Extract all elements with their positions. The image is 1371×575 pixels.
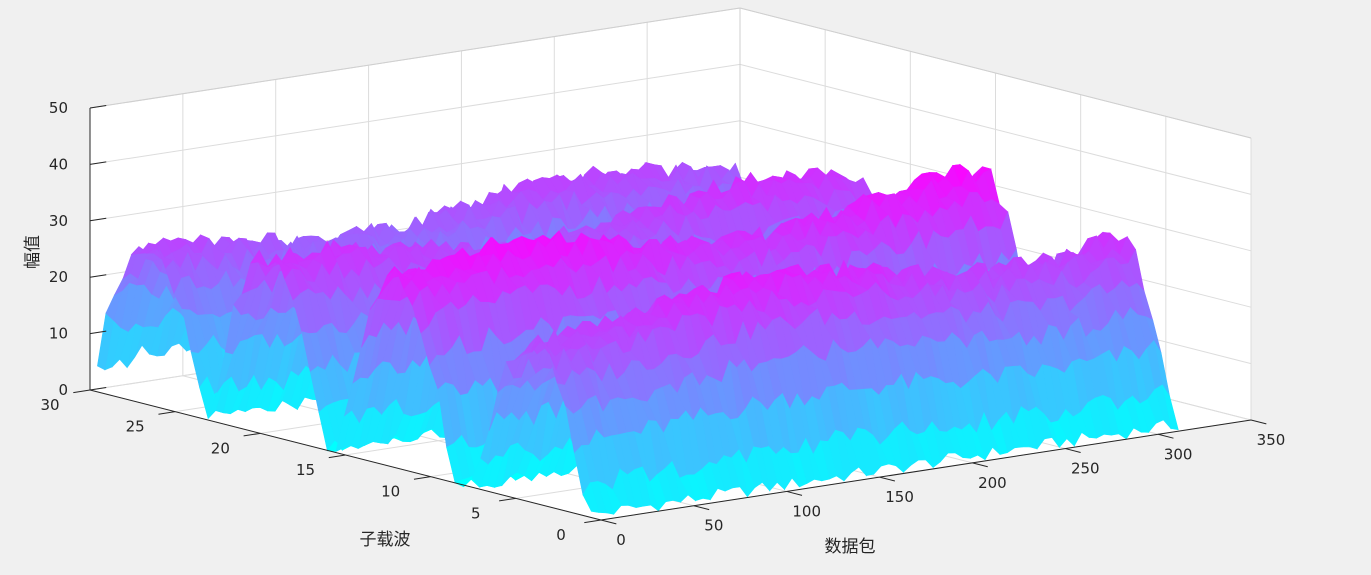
y-tick bbox=[413, 476, 431, 480]
grid-line bbox=[739, 63, 1252, 195]
y-tick-label: 30 bbox=[40, 396, 59, 414]
z-tick bbox=[89, 274, 107, 278]
y-tick-label: 15 bbox=[296, 461, 315, 479]
x-tick bbox=[879, 476, 896, 482]
x-tick-label: 300 bbox=[1164, 445, 1193, 463]
surface-patch bbox=[582, 481, 600, 513]
y-tick-label: 0 bbox=[556, 526, 566, 544]
x-tick-label: 350 bbox=[1257, 431, 1286, 449]
box-edge bbox=[739, 7, 1252, 139]
z-tick-label: 10 bbox=[49, 325, 68, 343]
x-tick bbox=[1065, 448, 1081, 453]
z-tick-label: 20 bbox=[49, 268, 68, 286]
z-tick-label: 50 bbox=[49, 99, 68, 117]
z-tick bbox=[89, 105, 107, 109]
grid-line bbox=[89, 63, 741, 165]
y-tick-label: 5 bbox=[471, 504, 481, 522]
y-tick bbox=[243, 432, 261, 437]
z-tick bbox=[89, 330, 107, 335]
y-tick bbox=[73, 389, 91, 394]
grid-line bbox=[89, 120, 741, 222]
y-tick-label: 10 bbox=[381, 483, 400, 501]
x-tick-label: 0 bbox=[616, 531, 626, 549]
y-tick bbox=[584, 519, 602, 524]
y-tick bbox=[499, 497, 516, 502]
y-tick bbox=[328, 454, 346, 459]
box-edge bbox=[89, 7, 741, 109]
z-axis-label: 幅值 bbox=[23, 235, 43, 269]
y-axis-label: 子载波 bbox=[360, 530, 411, 550]
x-tick-label: 200 bbox=[978, 474, 1007, 492]
z-tick-label: 40 bbox=[49, 155, 68, 173]
x-tick bbox=[1158, 433, 1174, 439]
x-tick bbox=[972, 462, 988, 468]
y-tick bbox=[158, 411, 176, 415]
z-tick bbox=[89, 387, 107, 391]
surface bbox=[97, 161, 1179, 515]
grid-line bbox=[739, 120, 1252, 252]
x-tick-label: 100 bbox=[792, 502, 821, 520]
x-tick bbox=[600, 519, 617, 525]
x-tick bbox=[1250, 419, 1267, 425]
z-tick bbox=[89, 161, 107, 165]
x-tick-label: 150 bbox=[885, 488, 914, 506]
x-tick-label: 50 bbox=[704, 517, 723, 535]
x-tick bbox=[693, 505, 710, 511]
x-axis-line bbox=[600, 419, 1252, 521]
x-tick-label: 250 bbox=[1071, 460, 1100, 478]
x-tick bbox=[786, 490, 803, 496]
z-tick-label: 30 bbox=[49, 212, 68, 230]
z-tick bbox=[89, 217, 107, 222]
z-tick-label: 0 bbox=[58, 381, 68, 399]
y-tick-label: 25 bbox=[126, 418, 145, 436]
tick-marks: 0501001502002503003500510152025300102030… bbox=[40, 99, 1285, 549]
y-tick-label: 20 bbox=[211, 439, 230, 457]
x-axis-label: 数据包 bbox=[825, 537, 876, 557]
